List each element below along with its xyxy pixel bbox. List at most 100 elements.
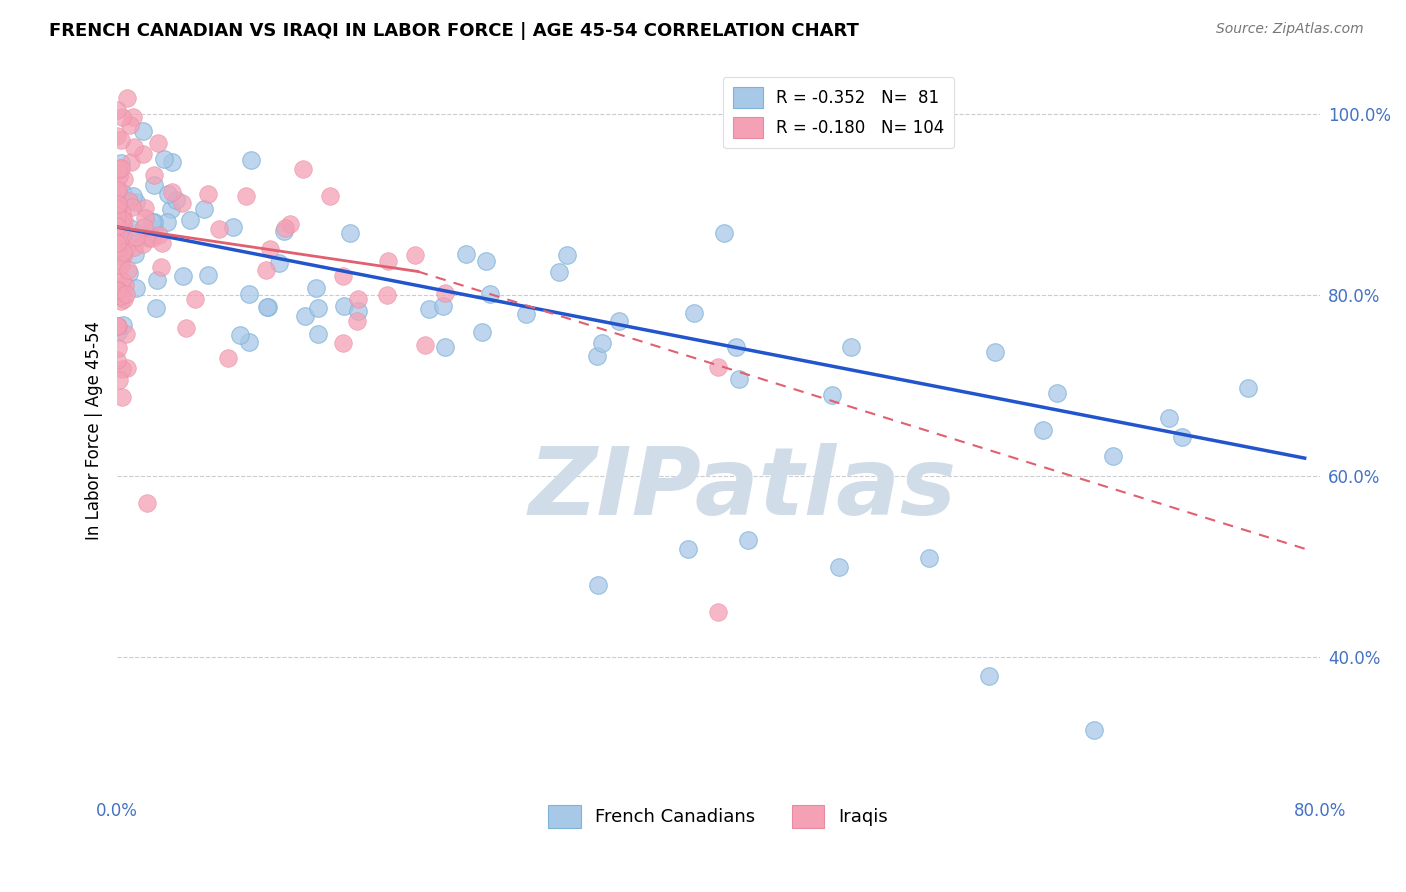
- Point: [118, 194, 141, 208]
- Point: [111, 110, 134, 124]
- Point: [111, 390, 134, 404]
- Point: [475, 254, 498, 268]
- Point: [193, 202, 215, 217]
- Point: [256, 300, 278, 314]
- Point: [107, 215, 129, 229]
- Point: [120, 118, 142, 132]
- Point: [1157, 411, 1180, 425]
- Point: [134, 211, 156, 226]
- Point: [112, 186, 135, 200]
- Point: [184, 292, 207, 306]
- Point: [172, 196, 194, 211]
- Y-axis label: In Labor Force | Age 45-54: In Labor Force | Age 45-54: [86, 321, 103, 541]
- Point: [197, 187, 219, 202]
- Point: [112, 219, 135, 233]
- Point: [1171, 430, 1194, 444]
- Point: [160, 202, 183, 216]
- Point: [107, 197, 129, 211]
- Point: [107, 183, 129, 197]
- Point: [124, 230, 146, 244]
- Point: [1083, 723, 1105, 737]
- Point: [107, 162, 129, 177]
- Point: [124, 280, 146, 294]
- Point: [132, 123, 155, 137]
- Point: [110, 293, 132, 308]
- Point: [150, 235, 173, 250]
- Point: [319, 189, 342, 203]
- Point: [555, 248, 578, 262]
- Point: [115, 91, 138, 105]
- Point: [821, 388, 844, 402]
- Point: [347, 293, 370, 307]
- Point: [257, 300, 280, 314]
- Point: [548, 264, 571, 278]
- Point: [110, 289, 132, 303]
- Point: [347, 304, 370, 318]
- Point: [110, 258, 132, 272]
- Point: [108, 161, 131, 175]
- Text: Source: ZipAtlas.com: Source: ZipAtlas.com: [1216, 22, 1364, 37]
- Point: [115, 287, 138, 301]
- Point: [105, 219, 128, 233]
- Point: [267, 256, 290, 270]
- Point: [107, 325, 129, 339]
- Point: [1046, 385, 1069, 400]
- Point: [124, 247, 146, 261]
- Point: [404, 247, 426, 261]
- Point: [105, 241, 128, 255]
- Point: [112, 292, 135, 306]
- Point: [217, 351, 239, 365]
- Point: [132, 236, 155, 251]
- Point: [107, 318, 129, 333]
- Text: FRENCH CANADIAN VS IRAQI IN LABOR FORCE | AGE 45-54 CORRELATION CHART: FRENCH CANADIAN VS IRAQI IN LABOR FORCE …: [49, 22, 859, 40]
- Point: [274, 220, 297, 235]
- Point: [110, 133, 132, 147]
- Point: [134, 229, 156, 244]
- Point: [607, 314, 630, 328]
- Point: [707, 360, 730, 375]
- Point: [108, 169, 131, 184]
- Point: [105, 220, 128, 235]
- Point: [165, 193, 187, 207]
- Point: [105, 103, 128, 117]
- Point: [136, 231, 159, 245]
- Point: [107, 164, 129, 178]
- Point: [724, 340, 747, 354]
- Point: [375, 288, 398, 302]
- Point: [346, 314, 368, 328]
- Point: [145, 301, 167, 315]
- Point: [107, 341, 129, 355]
- Point: [377, 253, 399, 268]
- Point: [118, 266, 141, 280]
- Point: [142, 214, 165, 228]
- Point: [418, 302, 440, 317]
- Point: [478, 286, 501, 301]
- Point: [134, 201, 156, 215]
- Point: [682, 306, 704, 320]
- Point: [115, 242, 138, 256]
- Point: [132, 147, 155, 161]
- Point: [110, 156, 132, 170]
- Point: [107, 223, 129, 237]
- Point: [433, 340, 456, 354]
- Point: [122, 140, 145, 154]
- Point: [432, 299, 454, 313]
- Point: [146, 136, 169, 150]
- Point: [111, 244, 134, 259]
- Point: [454, 247, 477, 261]
- Point: [105, 236, 128, 251]
- Point: [112, 213, 135, 227]
- Point: [172, 268, 194, 283]
- Point: [273, 224, 295, 238]
- Point: [107, 268, 129, 283]
- Point: [107, 373, 129, 387]
- Point: [111, 206, 134, 220]
- Point: [174, 321, 197, 335]
- Point: [156, 215, 179, 229]
- Point: [179, 213, 201, 227]
- Point: [110, 231, 132, 245]
- Point: [294, 309, 316, 323]
- Point: [839, 340, 862, 354]
- Point: [105, 283, 128, 297]
- Point: [146, 273, 169, 287]
